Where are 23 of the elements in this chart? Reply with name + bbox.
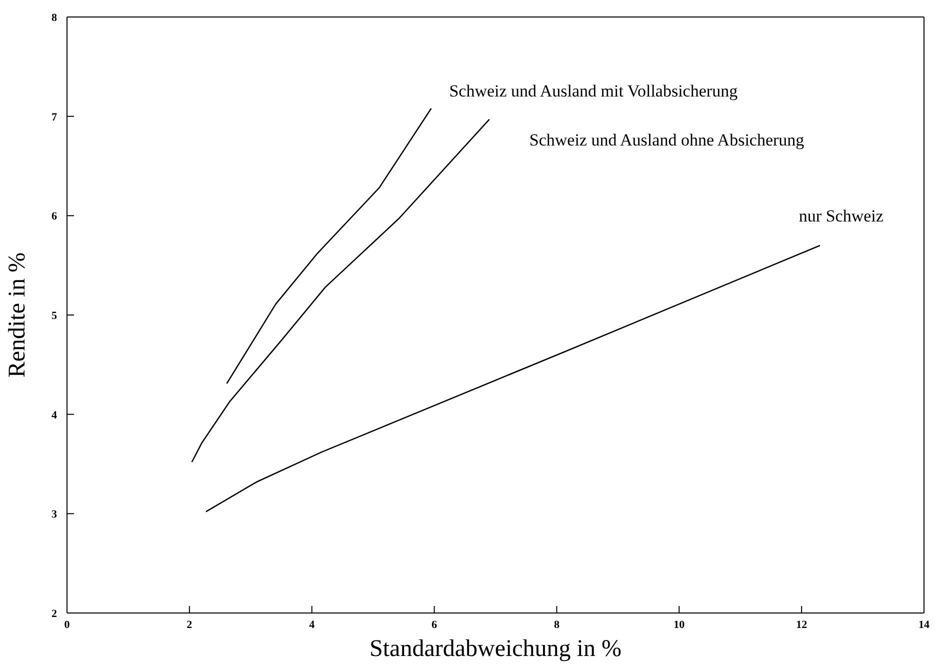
x-tick-label: 12 (796, 619, 808, 631)
y-tick-label: 4 (52, 409, 58, 422)
series-label: nur Schweiz (798, 206, 884, 226)
x-tick-label: 10 (674, 619, 686, 631)
line-series (205, 244, 821, 512)
x-axis-title: Standardabweichung in % (370, 636, 622, 662)
y-tick-label: 5 (52, 310, 58, 322)
text: Schweiz und Ausland ohne Absicherung (529, 130, 805, 150)
x-tick-label: 14 (918, 619, 930, 631)
series-label: Schweiz und Ausland mit Vollabsicherung (449, 81, 738, 100)
y-tick-label: 7 (52, 111, 58, 124)
x-tick-label: 2 (186, 619, 193, 631)
y-tick-label: 3 (52, 508, 58, 521)
line-series (191, 118, 490, 463)
y-tick-label: 8 (52, 12, 58, 24)
x-tick-label: 4 (309, 619, 316, 631)
y-axis-title: Rendite in % (4, 252, 31, 378)
x-tick-label: 8 (554, 619, 560, 631)
x-tick-label: 0 (64, 619, 70, 631)
line-series (226, 108, 432, 384)
y-tick-label: 6 (52, 210, 58, 223)
y-tick-label: 2 (52, 608, 58, 620)
x-tick-label: 6 (432, 619, 438, 631)
